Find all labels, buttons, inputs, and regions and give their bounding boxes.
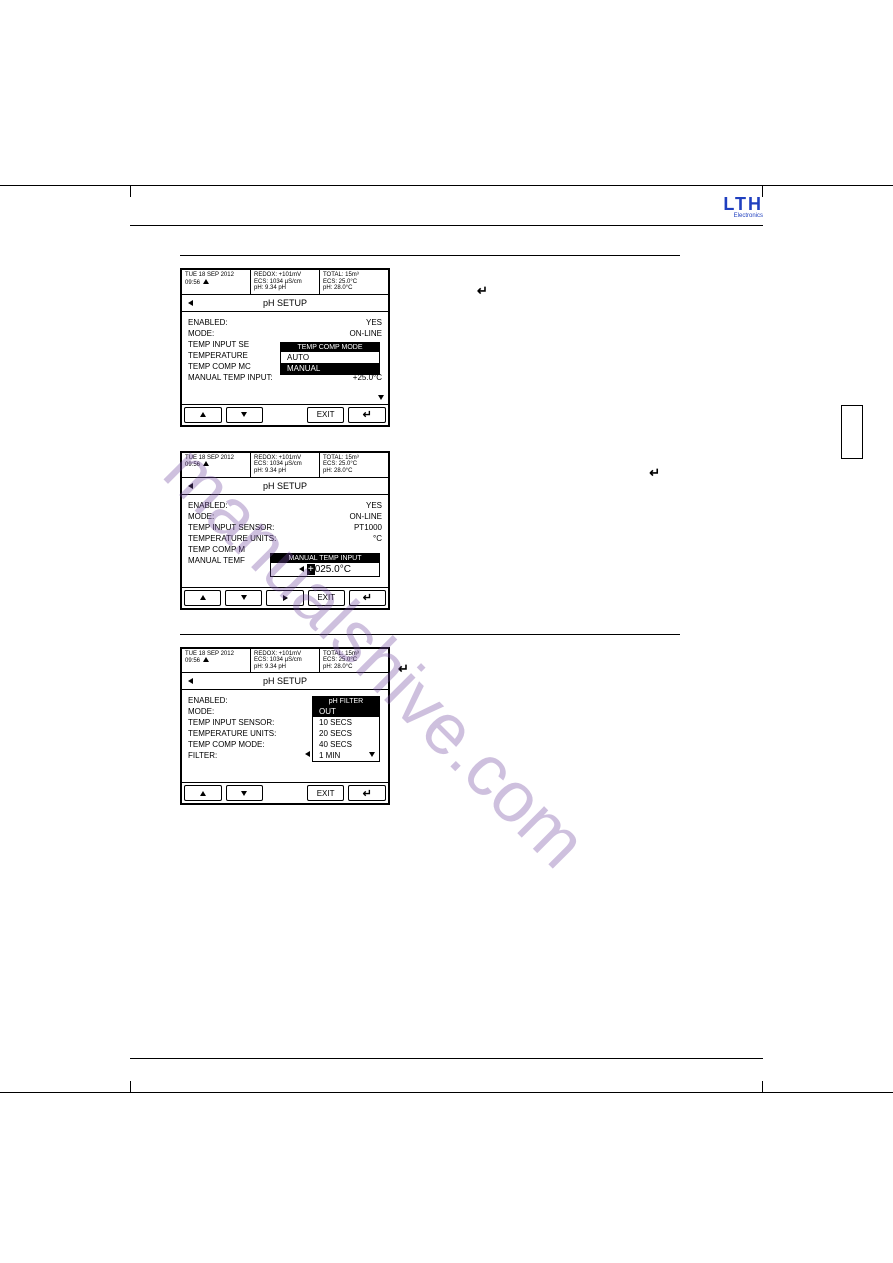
exit-button[interactable]: EXIT: [308, 590, 345, 606]
section-tab: [841, 405, 863, 459]
filter-20s[interactable]: 20 SECS: [313, 728, 379, 739]
nav-down-button[interactable]: [226, 785, 264, 801]
nav-down-button[interactable]: [225, 590, 262, 606]
lth-logo: LTH Electronics: [723, 195, 763, 219]
exit-button[interactable]: EXIT: [307, 785, 345, 801]
screenshot-ph-filter: TUE 18 SEP 201209:56 REDOX: +101mVECS: 1…: [180, 647, 390, 806]
nav-up-button[interactable]: [184, 785, 222, 801]
screenshot-manual-temp-input: TUE 18 SEP 201209:56 REDOX: +101mVECS: 1…: [180, 451, 390, 610]
enter-button[interactable]: [348, 407, 386, 423]
nav-up-button[interactable]: [184, 407, 222, 423]
option-manual[interactable]: MANUAL: [281, 363, 379, 374]
popup-ph-filter[interactable]: pH FILTER OUT 10 SECS 20 SECS 40 SECS 1 …: [312, 696, 380, 762]
description-3: Enter the required level of filtering an…: [390, 647, 700, 705]
screenshot-temp-comp-mode: TUE 18 SEP 201209:56 REDOX: +101mVECS: 1…: [180, 268, 390, 427]
popup-temp-comp-mode[interactable]: TEMP COMP MODE AUTO MANUAL: [280, 342, 380, 375]
nav-right-button[interactable]: [266, 590, 303, 606]
enter-button[interactable]: [349, 590, 386, 606]
description-2: When manual is selected the operator mus…: [390, 451, 700, 509]
option-auto[interactable]: AUTO: [281, 352, 379, 363]
filter-out[interactable]: OUT: [313, 706, 379, 717]
description-1: Enter the required temperature compensat…: [390, 268, 700, 299]
filter-40s[interactable]: 40 SECS: [313, 739, 379, 750]
screen-title: pH SETUP: [263, 298, 307, 308]
popup-manual-temp-input[interactable]: MANUAL TEMP INPUT ++025.0°C025.0°C: [270, 553, 380, 577]
nav-down-button[interactable]: [226, 407, 264, 423]
exit-button[interactable]: EXIT: [307, 407, 345, 423]
filter-10s[interactable]: 10 SECS: [313, 717, 379, 728]
nav-up-button[interactable]: [184, 590, 221, 606]
enter-button[interactable]: [348, 785, 386, 801]
